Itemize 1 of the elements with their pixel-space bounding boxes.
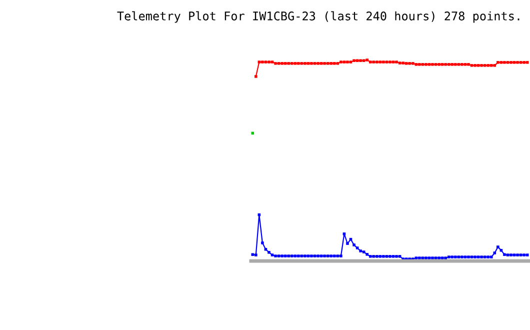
chart-title: Telemetry Plot For IW1CBG-23 (last 240 hours) 278 points. [117,11,520,23]
